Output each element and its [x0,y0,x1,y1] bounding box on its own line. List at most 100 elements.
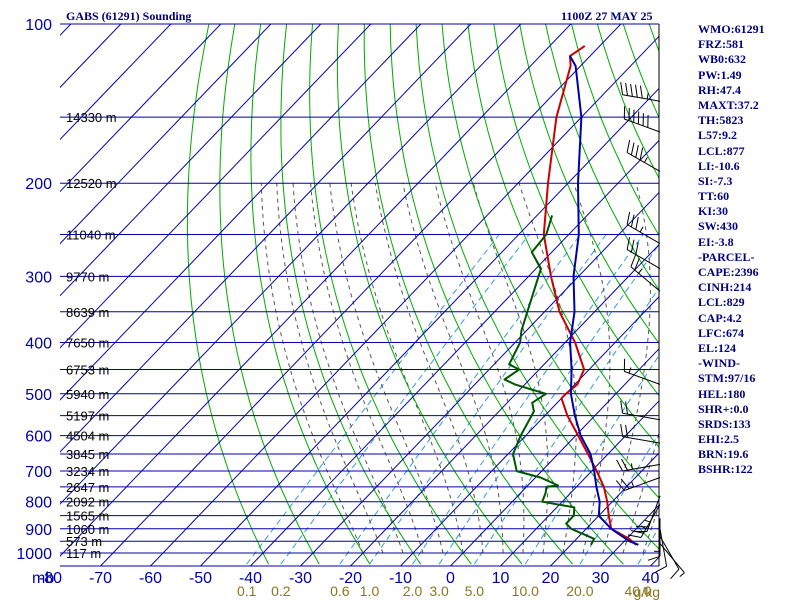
observation-time: 1100Z 27 MAY 25 [561,9,653,23]
wind-barb-feather [635,84,638,98]
temperature-tick-label: -20 [339,570,362,587]
index-row: CAP:4.2 [698,310,742,325]
height-label: 4504 m [66,429,109,444]
wind-barb-staff [646,495,661,532]
height-label: 3234 m [66,464,109,479]
temperature-tick-label: 30 [592,570,610,587]
isotherm [60,24,222,193]
index-row: PW:1.49 [698,67,742,82]
wind-barb-feather [630,239,635,253]
wind-barb-staff [659,536,680,570]
moist-adiabat [329,183,444,554]
wind-barb-feather [620,400,624,414]
wind-barb [620,82,661,102]
height-label: 1565 m [66,509,109,524]
mixing-ratio-label: 0.1 [237,583,257,599]
mixing-ratio-label: 5.0 [465,583,485,599]
wind-barb-feather [630,530,644,534]
mixing-ratio-unit: g/kg [634,584,660,600]
index-row: HEL:180 [698,386,746,401]
isotherm [60,24,372,349]
wind-barb-staff [622,412,661,421]
moist-adiabat [642,505,659,554]
index-row: STM:97/16 [698,371,756,386]
wind-barb-feather [639,85,643,99]
wind-barb-feather [647,555,661,561]
pressure-tick-label: 1000 [16,546,52,563]
wind-barb-staff [626,152,661,172]
pressure-tick-label: 600 [25,429,52,446]
wind-barb [623,106,661,133]
wind-barb-feather [628,534,642,538]
wind-barb-feather [635,145,639,158]
wind-barb-half-feather [628,367,632,374]
index-row: EI:-3.8 [698,234,734,249]
wind-barb-staff [624,370,661,385]
wind-barb [659,543,685,577]
index-row: EHI:2.5 [698,432,740,447]
height-label: 5197 m [66,409,109,424]
wind-barb-feather [620,82,624,95]
index-row: L57:9.2 [698,128,737,143]
station-title: GABS (61291) Sounding [66,9,192,23]
isotherm [60,24,472,453]
index-row: RH:47.4 [698,82,741,97]
wind-barb-staff [626,249,661,270]
wind-barb-feather [635,242,639,255]
wind-barb-staff [622,94,661,102]
wind-barb-staff [624,118,661,133]
pressure-tick-label: 300 [25,269,52,286]
wind-barb [616,477,661,491]
mixing-ratio-label: 0.2 [271,583,291,599]
height-labels: 14330 m 12520 m 11040 m 9770 m 8639 m 7650 m 6… [66,110,117,561]
wind-barb-feather [620,424,624,437]
index-row: WB0:632 [698,52,746,67]
moist-adiabat [310,183,424,554]
wind-barb-half-feather [679,572,685,577]
wind-barb-half-feather [630,463,633,470]
wind-barb-feather [630,142,635,156]
wind-barb-half-feather [640,525,647,530]
wind-barb-feather [626,212,631,225]
mixing-ratio-label: 2.0 [403,583,423,599]
moist-adiabat [402,183,504,553]
mixing-ratio-label: 10.0 [512,583,539,599]
wind-barb-feather [621,458,628,471]
temperature-tick-label: -50 [189,570,212,587]
wind-barb-feather [625,401,628,415]
wind-barb-feather [634,258,640,271]
index-row: LCL:877 [698,143,745,158]
index-row: SW:430 [698,219,739,234]
isotherm [60,24,322,297]
pressure-tick-label: 800 [25,495,52,512]
height-label: 2647 m [66,480,109,495]
mixing-ratio-labels: 0.1 0.2 0.6 1.0 2.0 3.0 5.0 10.0 20.0 40.0 [237,583,652,599]
temperature-tick-label: 20 [542,570,560,587]
wind-barb [626,140,661,172]
isotherm [99,24,622,566]
dewpoint-trace [503,215,596,546]
isotherm [149,35,659,566]
isotherm [399,296,659,566]
wind-barb-half-feather [643,157,648,163]
index-row: KI:30 [698,204,728,219]
wind-barb-feather [670,568,680,580]
temperature-tick-label: -60 [139,570,162,587]
temperature-tick-label: 0 [446,570,455,587]
wind-barb-feather [625,424,628,438]
index-row: SHR+:0.0 [698,401,749,416]
moist-adiabat [573,183,611,554]
wind-barb-feather [630,214,635,228]
pressure-tick-label: 100 [25,17,52,34]
parcel-trace [569,55,639,546]
mixing-ratio-label: 3.0 [429,583,449,599]
wind-barb [626,237,661,270]
wind-barb-feather [630,83,633,97]
index-row: TH:5823 [698,113,744,128]
wind-barb-feather [616,459,624,472]
wind-barb-half-feather [638,268,643,274]
wind-barb-feather [630,254,636,267]
isotherm [349,243,659,566]
moist-adiabat [472,183,549,554]
isotherm [499,400,659,566]
